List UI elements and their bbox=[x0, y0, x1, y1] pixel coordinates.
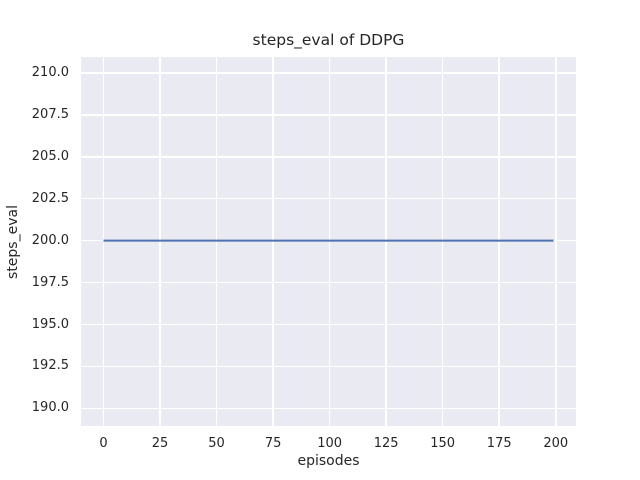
x-tick-label: 150 bbox=[430, 436, 456, 451]
x-tick-label: 0 bbox=[99, 436, 108, 451]
chart-title: steps_eval of DDPG bbox=[252, 31, 405, 49]
x-tick-label: 125 bbox=[373, 436, 399, 451]
y-tick-label: 192.5 bbox=[31, 358, 69, 374]
gridline-horizontal bbox=[81, 114, 576, 116]
x-tick-label: 75 bbox=[264, 436, 282, 451]
y-tick-label: 202.5 bbox=[31, 190, 69, 206]
gridline-horizontal bbox=[81, 407, 576, 410]
gridline-horizontal bbox=[81, 365, 576, 368]
y-tick-label: 200.0 bbox=[31, 232, 69, 248]
x-tick-label: 25 bbox=[151, 436, 169, 451]
x-tick-label: 200 bbox=[543, 436, 569, 451]
y-tick-label: 190.0 bbox=[31, 400, 69, 416]
x-axis-label: episodes bbox=[297, 453, 360, 469]
y-tick-label: 210.0 bbox=[31, 64, 69, 80]
gridline-horizontal bbox=[81, 156, 576, 158]
y-tick-label: 197.5 bbox=[31, 274, 69, 290]
gridline-horizontal bbox=[81, 281, 576, 284]
gridline-horizontal bbox=[81, 197, 576, 200]
gridline-vertical bbox=[555, 57, 557, 426]
plot-area bbox=[81, 57, 576, 426]
data-series-layer bbox=[103, 239, 554, 242]
y-tick-label: 195.0 bbox=[31, 316, 69, 332]
gridline-horizontal bbox=[81, 323, 576, 326]
x-tick-label: 100 bbox=[317, 436, 343, 451]
gridline-horizontal bbox=[81, 72, 576, 74]
y-tick-label: 205.0 bbox=[31, 148, 69, 164]
x-tick-label: 50 bbox=[208, 436, 225, 451]
x-tick-label: 175 bbox=[486, 436, 512, 451]
y-tick-label: 207.5 bbox=[31, 106, 69, 122]
